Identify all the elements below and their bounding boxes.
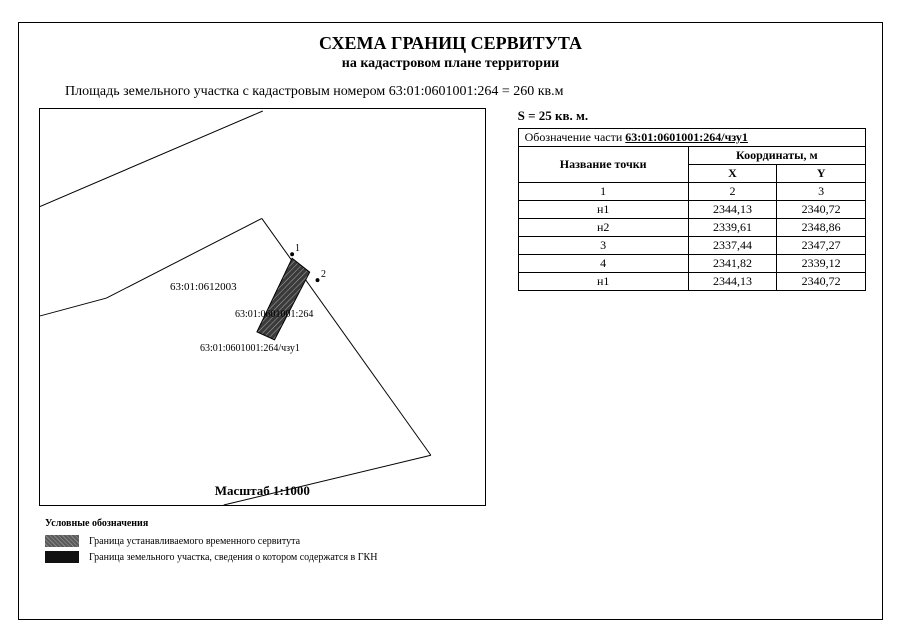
table-cell: 2347,27 (777, 237, 866, 255)
table-row: н12344,132340,72 (518, 201, 865, 219)
designation-value: 63:01:0601001:264/чзу1 (625, 130, 748, 144)
table-row: н12344,132340,72 (518, 273, 865, 291)
table-cell: н1 (518, 201, 688, 219)
title-main: СХЕМА ГРАНИЦ СЕРВИТУТА (35, 33, 866, 54)
legend-text: Граница земельного участка, сведения о к… (89, 552, 377, 563)
table-cell: 2337,44 (688, 237, 777, 255)
col-x-label: X (728, 166, 737, 180)
coord-table: Обозначение части 63:01:0601001:264/чзу1… (518, 128, 866, 291)
table-cell: 2341,82 (688, 255, 777, 273)
table-cell: н2 (518, 219, 688, 237)
right-column: S = 25 кв. м. Обозначение части 63:01:06… (518, 108, 866, 291)
col-point-label: Название точки (560, 157, 647, 171)
table-cell: н1 (518, 273, 688, 291)
table-cell: 2339,12 (777, 255, 866, 273)
map-point-label: 2 (321, 269, 326, 280)
map-svg (40, 109, 485, 505)
table-row: н22339,612348,86 (518, 219, 865, 237)
col-point: Название точки (518, 147, 688, 183)
designation-cell: Обозначение части 63:01:0601001:264/чзу1 (518, 129, 865, 147)
legend: Условные обозначения Граница устанавлива… (45, 518, 866, 563)
designation-prefix: Обозначение части (525, 130, 626, 144)
map-point-label: 1 (295, 243, 300, 254)
table-cell: 3 (518, 237, 688, 255)
table-cell: 4 (518, 255, 688, 273)
legend-row: Граница земельного участка, сведения о к… (45, 551, 866, 563)
map-text-label: 63:01:0612003 (170, 281, 237, 293)
col-coords: Координаты, м (688, 147, 865, 165)
map-text-label: 63:01:0601001:264 (235, 309, 313, 320)
area-line: Площадь земельного участка с кадастровым… (35, 84, 866, 100)
col-y: Y (777, 165, 866, 183)
table-row: 42341,822339,12 (518, 255, 865, 273)
legend-swatch (45, 551, 79, 563)
map-box: 1 2 63:01:0612003 63:01:0601001:264 63:01:06… (39, 108, 486, 506)
table-header-row: 1 2 3 (518, 183, 865, 201)
table-cell: 2340,72 (777, 201, 866, 219)
table-cell: 2348,86 (777, 219, 866, 237)
col-x: X (688, 165, 777, 183)
content-row: 1263:01:061200363:01:0601001:26463:01:06… (35, 108, 866, 506)
s-line: S = 25 кв. м. (518, 108, 866, 124)
map-scale: Масштаб 1:1000 (40, 483, 485, 499)
col-coords-label: Координаты, м (736, 148, 818, 162)
table-cell: 2344,13 (688, 273, 777, 291)
table-cell: 2340,72 (777, 273, 866, 291)
legend-row: Граница устанавливаемого временного серв… (45, 535, 866, 547)
table-cell: 2344,13 (688, 201, 777, 219)
document-frame: СХЕМА ГРАНИЦ СЕРВИТУТА на кадастровом пл… (18, 22, 883, 620)
legend-title: Условные обозначения (45, 518, 866, 529)
title-sub: на кадастровом плане территории (35, 56, 866, 72)
table-cell: 2339,61 (688, 219, 777, 237)
legend-text: Граница устанавливаемого временного серв… (89, 536, 300, 547)
hdr-1: 1 (518, 183, 688, 201)
table-row: 32337,442347,27 (518, 237, 865, 255)
hdr-3: 3 (777, 183, 866, 201)
hdr-2: 2 (688, 183, 777, 201)
map-text-label: 63:01:0601001:264/чзу1 (200, 343, 300, 354)
legend-swatch (45, 535, 79, 547)
page: СХЕМА ГРАНИЦ СЕРВИТУТА на кадастровом пл… (0, 0, 905, 640)
col-y-label: Y (817, 166, 826, 180)
